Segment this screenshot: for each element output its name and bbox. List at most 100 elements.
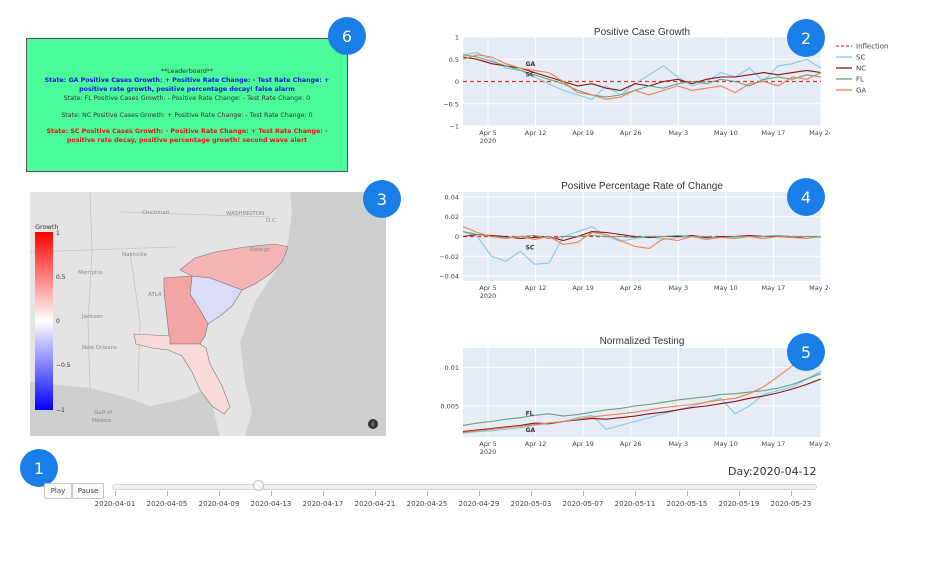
x-tick-label: May 10 [714, 284, 738, 292]
slider-tick-label[interactable]: 2020-04-13 [250, 500, 292, 508]
x-tick-label: May 24 [809, 129, 830, 137]
x-tick-label: May 24 [809, 284, 830, 292]
slider-tick-label[interactable]: 2020-04-29 [458, 500, 500, 508]
badge-3: 3 [363, 180, 401, 218]
colorbar-tick: 0.5 [56, 274, 66, 281]
x-year-label: 2020 [480, 292, 497, 300]
series-line-ga[interactable] [462, 352, 822, 433]
badge-5: 5 [787, 333, 825, 371]
place-label: New Orleans [82, 345, 117, 351]
series-line-fl[interactable] [462, 54, 822, 98]
y-tick-label: −0.04 [440, 273, 459, 281]
slider-tick [687, 491, 688, 496]
x-tick-label: Apr 26 [620, 129, 642, 137]
date-slider-handle[interactable] [252, 480, 264, 491]
slider-tick-label[interactable]: 2020-05-15 [666, 500, 708, 508]
x-tick-label: May 3 [668, 440, 688, 448]
chart-legend[interactable]: Inflection SC NC FL GA [834, 38, 904, 94]
badge-2: 2 [787, 19, 825, 57]
series-line-fl[interactable] [462, 231, 821, 240]
slider-tick-label[interactable]: 2020-04-05 [146, 500, 188, 508]
slider-tick [115, 491, 116, 496]
gulf-water [30, 382, 220, 436]
y-tick-label: 1 [455, 34, 459, 42]
place-label: D.C. [266, 218, 278, 224]
slider-tick-label[interactable]: 2020-04-01 [94, 500, 136, 508]
legend-item[interactable]: Inflection [856, 43, 888, 51]
place-label: Nashville [122, 252, 148, 258]
slider-tick-label[interactable]: 2020-04-21 [354, 500, 396, 508]
slider-tick-label[interactable]: 2020-05-03 [510, 500, 552, 508]
map-canvas[interactable]: Cincinnati WASHINGTON D.C. Nashville Ral… [30, 192, 386, 436]
slider-tick-label[interactable]: 2020-05-19 [718, 500, 760, 508]
x-tick-label: May 17 [762, 129, 786, 137]
slider-tick-label[interactable]: 2020-04-17 [302, 500, 344, 508]
x-tick-label: Apr 19 [572, 284, 594, 292]
leaderboard-sc-note: positive rate decay, positive percentage… [66, 137, 308, 144]
series-line-ga[interactable] [462, 226, 822, 249]
play-button[interactable]: Play [44, 483, 72, 499]
badge-6: 6 [328, 17, 366, 55]
slider-tick-label[interactable]: 2020-05-11 [614, 500, 656, 508]
place-label: ATLA [148, 292, 162, 298]
slider-tick [739, 491, 740, 496]
slider-tick [375, 491, 376, 496]
slider-tick-label[interactable]: 2020-04-25 [406, 500, 448, 508]
annotation-label: FL [526, 411, 534, 418]
date-slider-track[interactable] [112, 484, 817, 490]
x-tick-label: Apr 12 [525, 284, 547, 292]
y-tick-label: 0.5 [449, 56, 459, 64]
y-tick-label: −0.02 [440, 253, 459, 261]
legend-item[interactable]: NC [856, 65, 866, 73]
pause-button[interactable]: Pause [72, 483, 104, 499]
slider-tick-label[interactable]: 2020-05-23 [770, 500, 812, 508]
x-tick-label: May 17 [762, 440, 786, 448]
y-tick-label: −0.5 [443, 100, 459, 108]
colorbar-tick: 0 [56, 318, 60, 325]
choropleth-map[interactable]: Cincinnati WASHINGTON D.C. Nashville Ral… [30, 192, 386, 436]
slider-tick [219, 491, 220, 496]
slider-tick [479, 491, 480, 496]
chart-title: Normalized Testing [599, 336, 685, 347]
plot-area[interactable] [463, 348, 821, 437]
y-tick-label: 0.005 [440, 403, 459, 411]
slider-tick [271, 491, 272, 496]
x-tick-label: Apr 12 [525, 129, 547, 137]
legend-item[interactable]: SC [856, 54, 865, 62]
info-icon[interactable] [368, 419, 378, 429]
colorbar [35, 232, 53, 410]
slider-tick-label[interactable]: 2020-04-09 [198, 500, 240, 508]
place-label: Gulf of [94, 410, 113, 416]
slider-tick [583, 491, 584, 496]
slider-tick [323, 491, 324, 496]
leaderboard-ga-note: positive rate growth, positive percentag… [79, 86, 295, 93]
current-day-label: Day:2020-04-12 [728, 465, 817, 478]
place-label: Jackson [81, 314, 103, 320]
colorbar-title: Growth [35, 223, 59, 231]
y-tick-label: 0 [455, 78, 459, 86]
slider-tick [791, 491, 792, 496]
x-tick-label: Apr 19 [572, 440, 594, 448]
x-year-label: 2020 [480, 448, 497, 456]
x-tick-label: Apr 12 [525, 440, 547, 448]
series-line-ga[interactable] [462, 54, 822, 100]
x-tick-label: Apr 5 [479, 129, 496, 137]
y-tick-label: 0.02 [445, 213, 459, 221]
annotation-label: SC [526, 244, 535, 251]
legend-item[interactable]: GA [856, 87, 866, 95]
annotation-label: GA [526, 61, 536, 68]
series-line-fl[interactable] [462, 372, 822, 426]
slider-tick-label[interactable]: 2020-05-07 [562, 500, 604, 508]
y-tick-label: 0.04 [445, 193, 459, 201]
legend-item[interactable]: FL [856, 76, 864, 84]
y-tick-label: −1 [449, 123, 459, 131]
colorbar-tick: 1 [56, 230, 60, 237]
series-line-nc[interactable] [462, 378, 822, 433]
state-ga[interactable] [163, 275, 209, 345]
leaderboard-ga-line: State: GA Positive Cases Growth: + Posit… [44, 77, 330, 84]
chart-title: Positive Case Growth [593, 27, 691, 38]
state-fl[interactable] [133, 333, 231, 415]
